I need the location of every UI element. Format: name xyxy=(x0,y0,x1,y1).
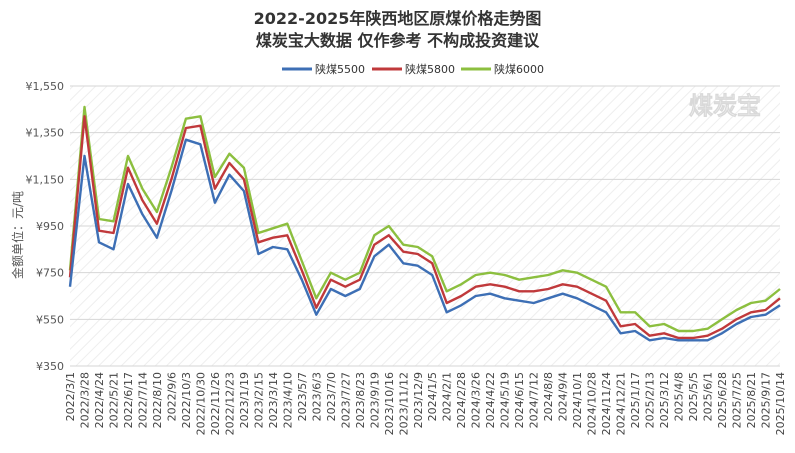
x-tick-label: 2023/7/27 xyxy=(339,372,352,428)
x-tick-label: 2023/1/19 xyxy=(238,372,251,428)
chart-title: 2022-2025年陕西地区原煤价格走势图 xyxy=(253,9,542,28)
x-axis-ticks: 2022/3/1 2022/3/28 2022/4/24 2022/5/21 2022/… xyxy=(64,372,787,435)
x-tick-label: 2023/6/3 xyxy=(310,372,323,421)
x-tick-label: 2022/10/30 xyxy=(194,372,207,435)
gridlines xyxy=(70,85,780,367)
x-tick-label: 2024/10/28 xyxy=(586,372,599,435)
y-axis-ticks: ¥350 ¥550 ¥750 ¥950 ¥1,150 ¥1,350 ¥1,550 xyxy=(26,80,65,373)
x-tick-label: 2022/10/3 xyxy=(180,372,193,428)
x-tick-label: 2025/3/12 xyxy=(658,372,671,428)
x-tick-label: 2025/6/1 xyxy=(702,372,715,421)
y-axis-label: 金额单位：元/吨 xyxy=(10,191,25,279)
x-tick-label: 2024/12/21 xyxy=(615,372,628,435)
x-tick-label: 2025/5/5 xyxy=(687,372,700,421)
x-tick-label: 2024/7/12 xyxy=(528,372,541,428)
series-line xyxy=(68,138,781,342)
x-tick-label: 2024/1/5 xyxy=(426,372,439,421)
chart-subtitle: 煤炭宝大数据 仅作参考 不构成投资建议 xyxy=(255,31,540,50)
x-tick-label: 2025/4/8 xyxy=(673,372,686,421)
x-tick-label: 2024/5/19 xyxy=(499,372,512,428)
x-tick-label: 2023/4/10 xyxy=(281,372,294,428)
y-tick-label: ¥1,350 xyxy=(26,127,65,140)
y-tick-label: ¥350 xyxy=(36,360,64,373)
series-lines xyxy=(68,105,781,342)
legend-label: 陕煤5500 xyxy=(315,62,365,76)
watermark-logo: 煤炭宝 xyxy=(689,92,761,120)
x-tick-label: 2022/7/14 xyxy=(136,372,149,428)
series-line xyxy=(68,105,781,333)
x-tick-label: 2022/12/23 xyxy=(223,372,236,435)
x-tick-label: 2023/10/16 xyxy=(383,372,396,435)
x-tick-label: 2025/6/28 xyxy=(716,372,729,428)
x-tick-label: 2022/5/21 xyxy=(107,372,120,428)
x-tick-label: 2022/3/28 xyxy=(78,372,91,428)
x-tick-label: 2023/9/19 xyxy=(368,372,381,428)
y-tick-label: ¥1,550 xyxy=(26,80,65,93)
x-tick-label: 2024/2/1 xyxy=(441,372,454,421)
legend: 陕煤5500 陕煤5800 陕煤6000 xyxy=(282,62,544,76)
x-tick-label: 2025/1/17 xyxy=(629,372,642,428)
y-tick-label: ¥550 xyxy=(36,313,64,326)
x-tick-label: 2024/2/28 xyxy=(455,372,468,428)
x-tick-label: 2024/11/24 xyxy=(600,372,613,435)
x-tick-label: 2022/9/6 xyxy=(165,372,178,421)
x-tick-label: 2023/11/12 xyxy=(397,372,410,435)
x-tick-label: 2022/3/1 xyxy=(64,372,77,421)
x-tick-label: 2024/4/22 xyxy=(484,372,497,428)
x-tick-label: 2022/8/10 xyxy=(151,372,164,428)
x-tick-label: 2023/2/15 xyxy=(252,372,265,428)
y-tick-label: ¥950 xyxy=(36,220,64,233)
x-tick-label: 2024/9/4 xyxy=(557,372,570,421)
x-tick-label: 2022/11/26 xyxy=(209,372,222,435)
legend-label: 陕煤6000 xyxy=(494,62,544,76)
y-tick-label: ¥1,150 xyxy=(26,173,65,186)
x-tick-label: 2025/8/21 xyxy=(745,372,758,428)
x-tick-label: 2025/7/25 xyxy=(731,372,744,428)
x-tick-label: 2025/10/14 xyxy=(774,372,787,435)
x-tick-label: 2024/8/8 xyxy=(542,372,555,421)
x-tick-label: 2023/7/0 xyxy=(325,372,338,421)
x-tick-label: 2022/4/24 xyxy=(93,372,106,428)
x-tick-label: 2024/10/1 xyxy=(571,372,584,428)
x-tick-label: 2022/6/17 xyxy=(122,372,135,428)
legend-label: 陕煤5800 xyxy=(405,62,455,76)
x-tick-label: 2023/5/7 xyxy=(296,372,309,421)
y-tick-label: ¥750 xyxy=(36,267,64,280)
x-tick-label: 2024/3/26 xyxy=(470,372,483,428)
x-tick-label: 2025/9/17 xyxy=(760,372,773,428)
x-tick-label: 2023/3/14 xyxy=(267,372,280,428)
x-tick-label: 2023/12/9 xyxy=(412,372,425,428)
x-tick-label: 2024/6/15 xyxy=(513,372,526,428)
series-line xyxy=(68,115,781,340)
x-tick-label: 2023/8/23 xyxy=(354,372,367,428)
x-tick-label: 2025/2/13 xyxy=(644,372,657,428)
